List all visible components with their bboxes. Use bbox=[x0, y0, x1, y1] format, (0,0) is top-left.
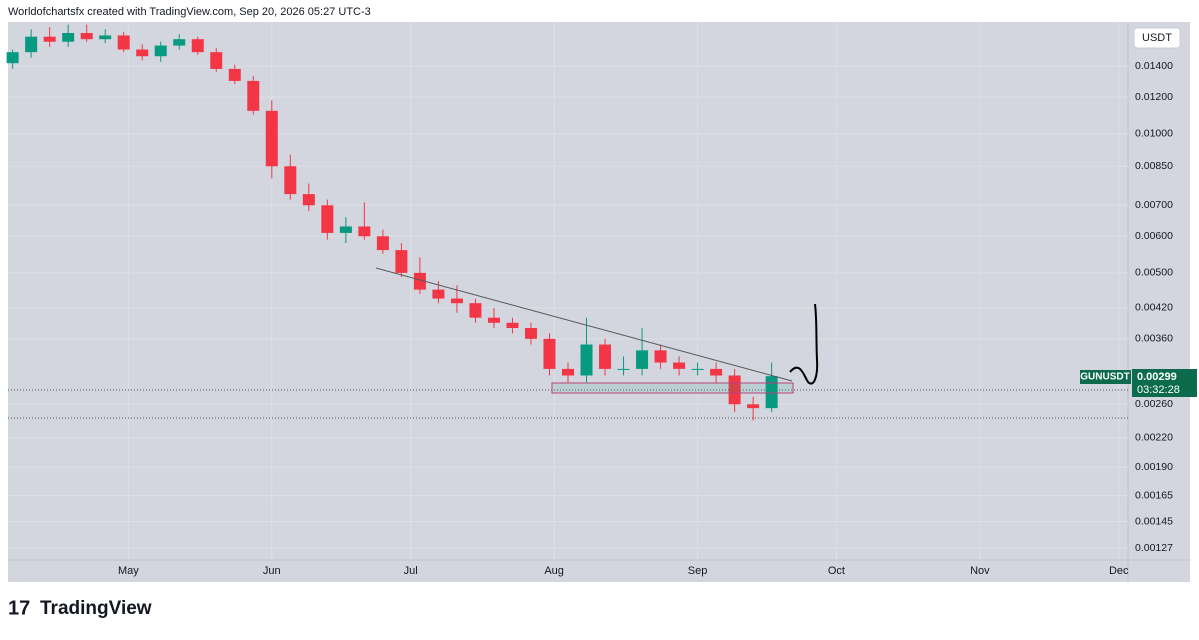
candle-body bbox=[136, 49, 149, 57]
x-tick-label: Jun bbox=[263, 565, 281, 577]
candle-body bbox=[358, 226, 371, 237]
candle-body bbox=[673, 362, 686, 369]
currency-box bbox=[1133, 27, 1181, 49]
candle-body bbox=[710, 368, 723, 376]
candle-body bbox=[62, 33, 75, 42]
y-tick-label: 0.00500 bbox=[1135, 267, 1173, 279]
candle-body bbox=[376, 236, 389, 251]
candle-body bbox=[154, 45, 167, 57]
candles bbox=[6, 24, 778, 421]
header-text: Worldofchartsfx created with TradingView… bbox=[8, 6, 371, 18]
x-tick-label: Sep bbox=[688, 565, 708, 577]
range-box bbox=[551, 382, 794, 394]
candle-body bbox=[562, 368, 574, 376]
candle-body bbox=[599, 344, 612, 369]
y-tick-label: 0.00850 bbox=[1135, 160, 1173, 172]
y-tick-label: 0.00420 bbox=[1135, 302, 1173, 314]
y-tick-label: 0.00600 bbox=[1135, 230, 1173, 242]
brand-logo: 17 bbox=[8, 597, 30, 619]
candle-body bbox=[395, 250, 408, 273]
candle-body bbox=[43, 36, 56, 42]
y-tick-label: 0.01000 bbox=[1135, 127, 1173, 139]
candle-body bbox=[580, 344, 593, 376]
candle-body bbox=[265, 110, 278, 167]
y-tick-label: 0.00165 bbox=[1135, 489, 1173, 501]
candle-body bbox=[487, 317, 500, 323]
countdown: 03:32:28 bbox=[1137, 384, 1180, 396]
candle-body bbox=[543, 338, 556, 369]
candle-body bbox=[469, 303, 482, 318]
grid bbox=[8, 22, 1128, 560]
currency-label: USDT bbox=[1142, 32, 1172, 44]
candle-body bbox=[747, 404, 760, 409]
symbol-box bbox=[1080, 370, 1131, 384]
x-tick-label: Dec bbox=[1109, 565, 1129, 577]
candle-body bbox=[228, 68, 241, 81]
last-price: 0.00299 bbox=[1137, 371, 1177, 383]
candle-body bbox=[210, 52, 223, 69]
projection-drawing bbox=[789, 303, 819, 385]
price-box bbox=[1132, 369, 1197, 397]
candle-body bbox=[654, 350, 667, 363]
candle-body bbox=[6, 52, 19, 64]
chart-background bbox=[8, 22, 1190, 582]
y-tick-label: 0.01200 bbox=[1135, 91, 1173, 103]
candle-body bbox=[413, 272, 426, 290]
candle-body bbox=[691, 368, 704, 370]
x-tick-label: Oct bbox=[828, 565, 845, 577]
candle-body bbox=[617, 368, 630, 370]
brand-name: TradingView bbox=[40, 598, 152, 619]
candle-body bbox=[25, 36, 38, 53]
y-tick-label: 0.00360 bbox=[1135, 333, 1173, 345]
candle-body bbox=[302, 194, 315, 206]
x-tick-label: Aug bbox=[544, 565, 564, 577]
candle-body bbox=[117, 35, 130, 50]
x-tick-label: Nov bbox=[970, 565, 990, 577]
trend-line bbox=[375, 267, 793, 382]
x-tick-label: Jul bbox=[404, 565, 418, 577]
candle-body bbox=[765, 376, 778, 409]
symbol-label: GUNUSDT bbox=[1080, 372, 1129, 383]
candle-body bbox=[99, 35, 112, 40]
candle-body bbox=[339, 226, 352, 233]
candle-body bbox=[191, 39, 204, 53]
x-tick-label: May bbox=[118, 565, 139, 577]
candle-body bbox=[284, 166, 297, 195]
y-tick-label: 0.00220 bbox=[1135, 432, 1173, 444]
candle-body bbox=[450, 298, 463, 304]
candle-body bbox=[506, 322, 519, 329]
y-tick-label: 0.00127 bbox=[1135, 542, 1173, 554]
candle-body bbox=[524, 328, 537, 339]
candle-body bbox=[247, 80, 260, 111]
candle-body bbox=[432, 289, 445, 299]
y-tick-label: 0.00190 bbox=[1135, 461, 1173, 473]
y-tick-label: 0.00260 bbox=[1135, 398, 1173, 410]
candle-body bbox=[173, 39, 186, 46]
y-tick-label: 0.00700 bbox=[1135, 199, 1173, 211]
candle-body bbox=[636, 350, 649, 369]
y-tick-label: 0.01400 bbox=[1135, 60, 1173, 72]
y-tick-label: 0.00145 bbox=[1135, 515, 1173, 527]
candle-body bbox=[80, 33, 93, 40]
candle-body bbox=[321, 205, 334, 233]
